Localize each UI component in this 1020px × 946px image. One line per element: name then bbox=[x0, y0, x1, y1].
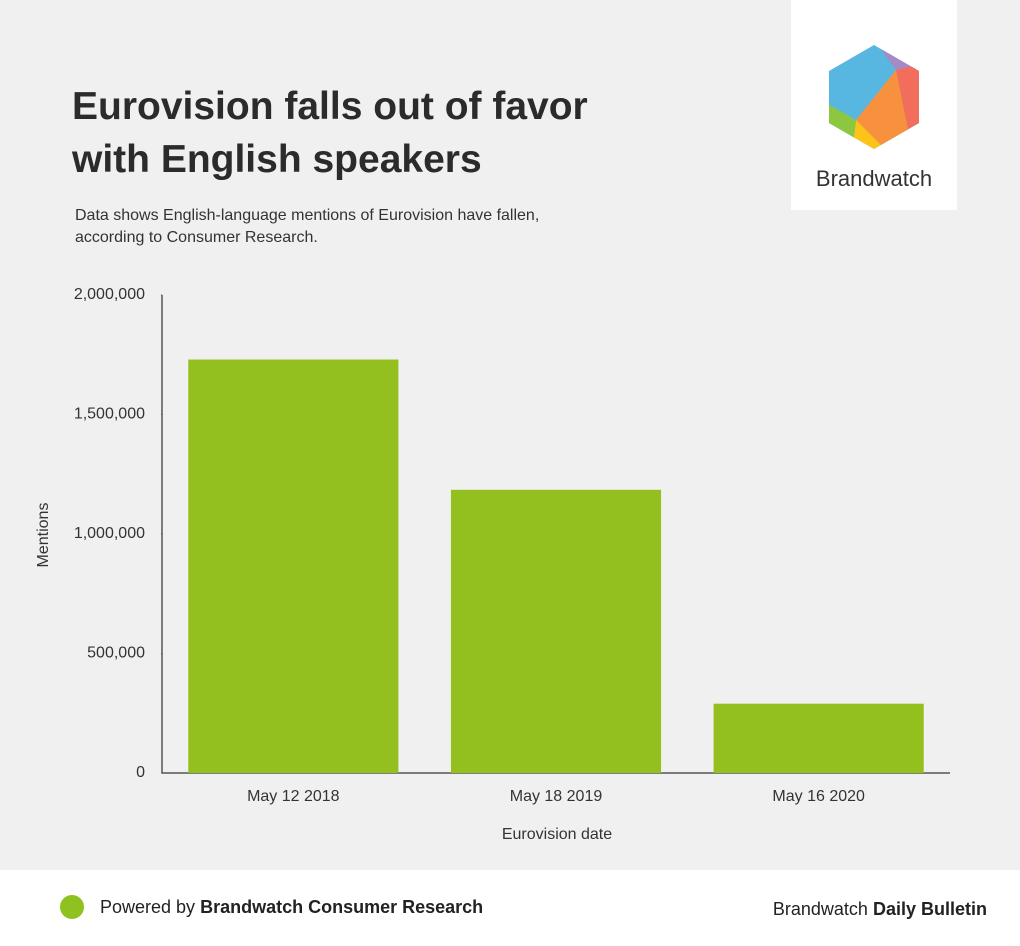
footer-left: Powered by Brandwatch Consumer Research bbox=[100, 897, 483, 918]
y-tick-label: 0 bbox=[136, 764, 145, 781]
footer-right: Brandwatch Daily Bulletin bbox=[773, 899, 987, 920]
logo-text: Brandwatch bbox=[815, 166, 933, 191]
chart-title: Eurovision falls out of favor with Engli… bbox=[72, 85, 588, 181]
footer-text: Brandwatch bbox=[772, 899, 868, 919]
x-axis-label: Eurovision date bbox=[502, 826, 612, 843]
bar bbox=[713, 703, 924, 773]
footer-dot bbox=[60, 895, 84, 919]
footer-text: Powered by bbox=[100, 897, 196, 917]
y-tick-label: 1,000,000 bbox=[74, 525, 145, 542]
y-axis-label: Mentions bbox=[35, 503, 52, 568]
x-tick-label: May 18 2019 bbox=[510, 788, 603, 805]
footer: Powered by Brandwatch Consumer Research … bbox=[0, 870, 1020, 946]
chart-subtitle: Data shows English-language mentions of … bbox=[75, 207, 540, 246]
logo: Brandwatch bbox=[791, 0, 957, 210]
bar bbox=[188, 359, 399, 773]
y-tick-label: 500,000 bbox=[87, 645, 145, 662]
footer-bold: Daily Bulletin bbox=[872, 899, 987, 919]
chart: Eurovision date Mentions 0 500,000 1,000,0… bbox=[35, 286, 950, 843]
y-tick-label: 2,000,000 bbox=[74, 286, 145, 303]
y-tick-label: 1,500,000 bbox=[74, 406, 145, 423]
bar bbox=[450, 489, 662, 773]
x-tick-label: May 16 2020 bbox=[772, 788, 865, 805]
logo-icon bbox=[829, 45, 919, 149]
x-tick-label: May 12 2018 bbox=[247, 788, 340, 805]
footer-bold: Brandwatch Consumer Research bbox=[200, 897, 484, 917]
